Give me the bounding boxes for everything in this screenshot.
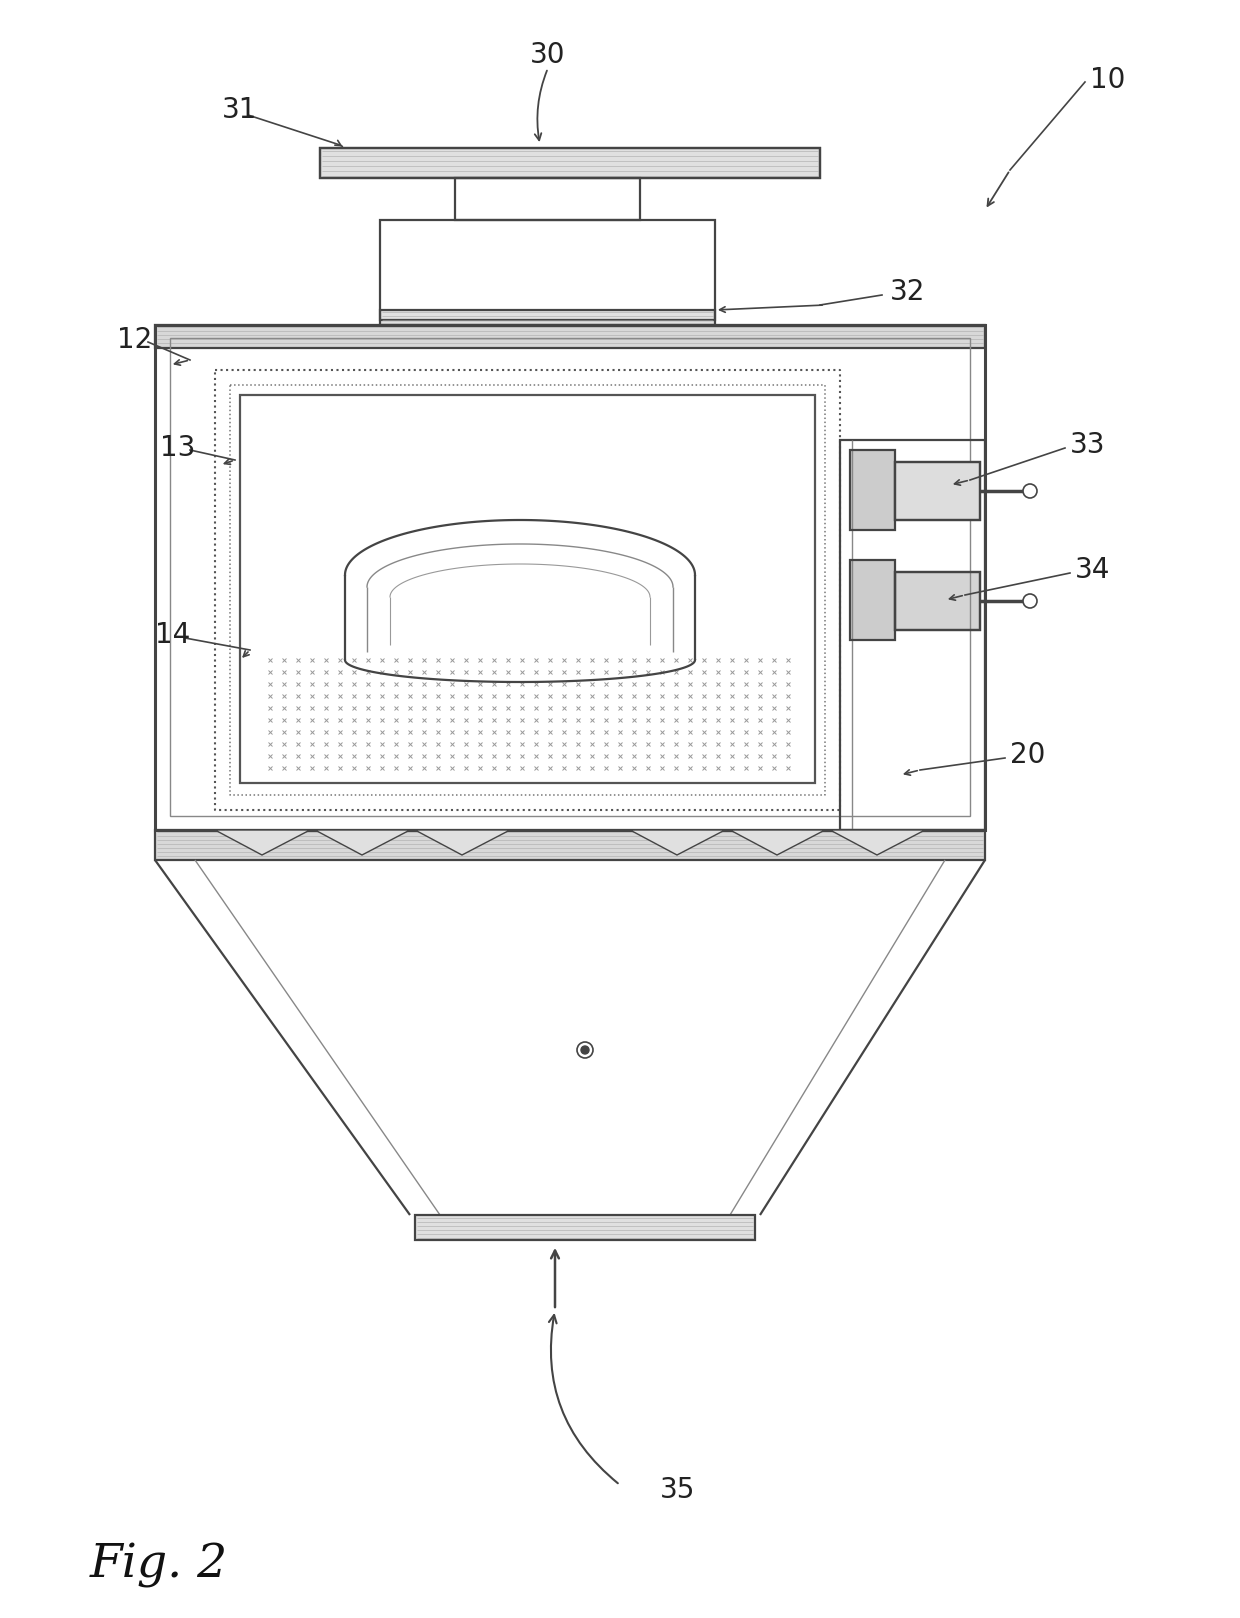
Text: 20: 20 — [1011, 741, 1045, 769]
Bar — [155, 830, 985, 861]
Text: 12: 12 — [117, 325, 153, 354]
Bar — [379, 220, 715, 320]
Text: 35: 35 — [660, 1476, 696, 1505]
Polygon shape — [315, 830, 410, 854]
Bar — [895, 463, 980, 519]
Bar — [155, 325, 985, 830]
Polygon shape — [415, 830, 510, 854]
Bar — [170, 338, 970, 815]
Bar — [415, 1215, 755, 1239]
Bar — [895, 573, 980, 629]
Text: 13: 13 — [160, 434, 195, 463]
Bar — [241, 395, 815, 783]
Text: 14: 14 — [155, 621, 190, 649]
Circle shape — [1023, 594, 1037, 608]
Text: 31: 31 — [222, 95, 258, 125]
Text: 33: 33 — [1070, 430, 1106, 460]
Bar — [849, 560, 895, 641]
Bar — [849, 450, 895, 531]
Bar — [379, 311, 715, 325]
Polygon shape — [730, 830, 825, 854]
Bar — [839, 440, 985, 830]
Polygon shape — [630, 830, 725, 854]
Bar — [320, 147, 820, 178]
Text: 10: 10 — [1090, 66, 1126, 94]
Bar — [155, 325, 985, 348]
Bar — [849, 450, 895, 531]
Bar — [379, 311, 715, 325]
Text: 30: 30 — [531, 40, 565, 70]
Bar — [895, 573, 980, 629]
Bar — [155, 325, 985, 348]
Bar — [320, 147, 820, 178]
Text: 34: 34 — [1075, 557, 1110, 584]
Bar — [415, 1215, 755, 1239]
Bar — [895, 463, 980, 519]
Polygon shape — [830, 830, 925, 854]
Bar — [895, 463, 980, 519]
Bar — [895, 573, 980, 629]
Bar — [849, 560, 895, 641]
Circle shape — [1023, 484, 1037, 498]
Circle shape — [577, 1042, 593, 1058]
Circle shape — [582, 1045, 589, 1053]
Text: Fig. 2: Fig. 2 — [91, 1542, 228, 1587]
Text: 32: 32 — [890, 278, 925, 306]
Bar — [155, 830, 985, 861]
Bar — [455, 178, 640, 220]
Polygon shape — [215, 830, 310, 854]
